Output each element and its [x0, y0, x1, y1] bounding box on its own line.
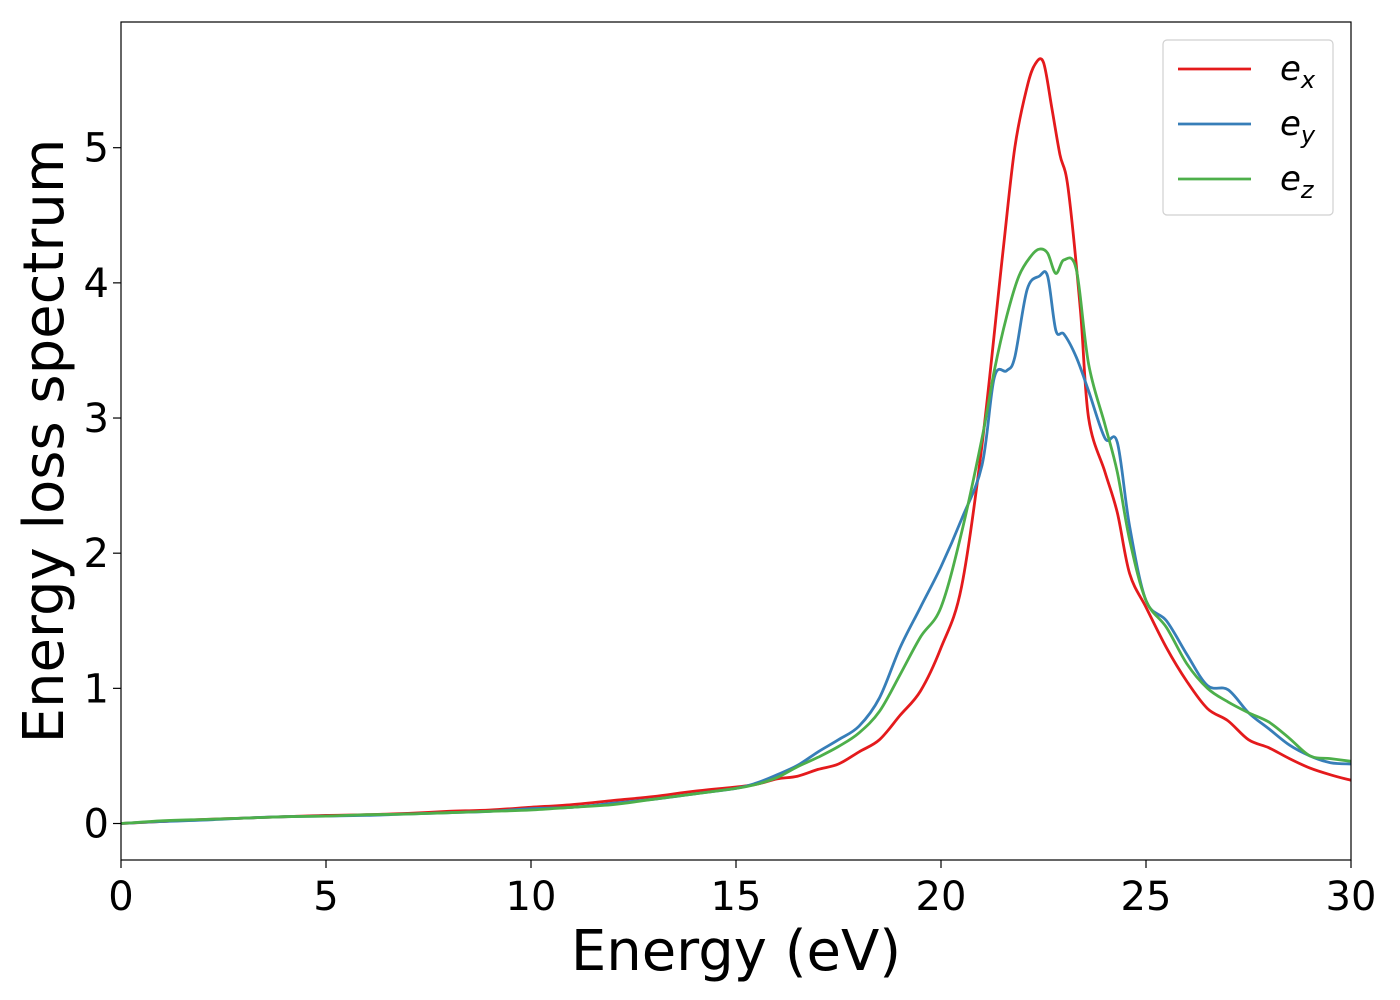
x-axis-ticks: 0 5 10 15 20 25 30: [108, 860, 1376, 920]
legend-box: [1162, 39, 1334, 216]
y-tick-label: 0: [84, 802, 109, 848]
x-tick-label: 20: [916, 874, 967, 920]
y-axis-ticks: 0 1 2 3 4 5: [84, 126, 121, 848]
series-layer: [120, 57, 1352, 825]
x-tick-label: 30: [1326, 874, 1377, 920]
y-tick-label: 2: [84, 531, 109, 577]
x-axis-label: Energy (eV): [571, 919, 901, 984]
series-line-ey: [120, 270, 1352, 825]
x-tick-label: 10: [506, 874, 557, 920]
series-line-ez: [120, 247, 1352, 825]
y-tick-label: 5: [84, 126, 109, 172]
x-tick-label: 5: [313, 874, 338, 920]
y-axis-label: Energy loss spectrum: [12, 139, 77, 744]
y-tick-label: 4: [84, 261, 109, 307]
y-tick-label: 1: [84, 666, 109, 712]
y-tick-label: 3: [84, 396, 109, 442]
x-tick-label: 25: [1121, 874, 1172, 920]
x-tick-label: 0: [108, 874, 133, 920]
x-tick-label: 15: [711, 874, 762, 920]
